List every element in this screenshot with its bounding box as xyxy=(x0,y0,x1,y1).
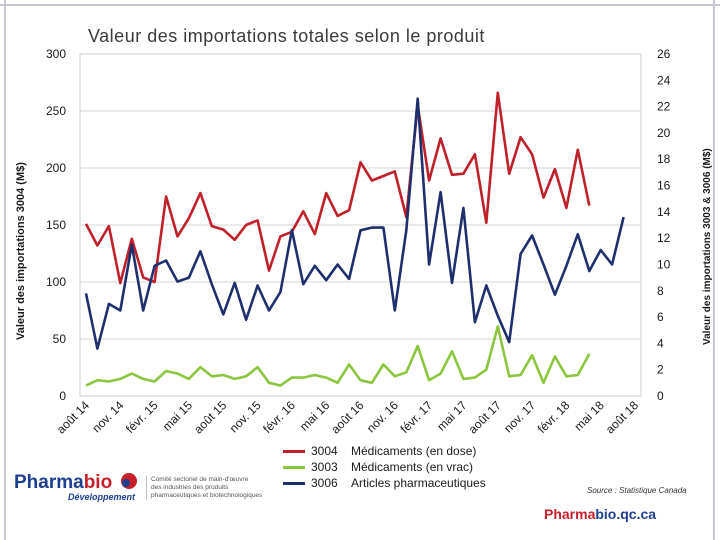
logo-name-part1: Pharma xyxy=(14,472,84,493)
legend-item-3004: 3004 Médicaments (en dose) xyxy=(283,444,486,458)
right-tick-label: 4 xyxy=(657,336,664,350)
right-tick-label: 10 xyxy=(657,257,671,271)
frame-right-line xyxy=(713,0,715,540)
left-tick-label: 300 xyxy=(46,47,66,61)
legend-label: Médicaments (en dose) xyxy=(351,444,477,458)
x-tick-label: mai 16 xyxy=(297,398,333,434)
website-part1: Pharma xyxy=(544,506,596,522)
legend-label: Articles pharmaceutiques xyxy=(351,476,486,490)
legend-swatch xyxy=(283,449,305,453)
legend-label: Médicaments (en vrac) xyxy=(351,460,474,474)
source-note: Source : Statistique Canada xyxy=(587,486,687,495)
website-part2: bio.qc.ca xyxy=(595,506,657,522)
x-tick-label: nov. 14 xyxy=(89,398,126,435)
x-tick-label: nov. 16 xyxy=(364,398,401,435)
legend-swatch xyxy=(283,465,305,469)
frame-top-line xyxy=(0,4,720,6)
x-tick-label: août 14 xyxy=(54,398,92,436)
committee-text: Comité sectoriel de main-d'œuvre des ind… xyxy=(146,476,271,500)
pharmabio-logo: Pharmabio Développement xyxy=(14,471,139,502)
right-tick-label: 22 xyxy=(657,100,671,114)
right-tick-label: 24 xyxy=(657,73,671,87)
logo-subtitle: Développement xyxy=(68,492,136,502)
left-tick-label: 200 xyxy=(46,161,66,175)
committee-line: Comité sectoriel de main-d'œuvre xyxy=(151,476,249,483)
slide-title: Valeur des importations totales selon le… xyxy=(88,26,485,47)
logo-name-part2: bio xyxy=(83,472,113,493)
x-tick-label: août 16 xyxy=(328,398,366,436)
right-tick-label: 20 xyxy=(657,126,671,140)
left-tick-label: 250 xyxy=(46,104,66,118)
left-tick-label: 150 xyxy=(46,218,66,232)
x-tick-label: mai 18 xyxy=(571,398,607,434)
x-tick-label: févr. 18 xyxy=(535,398,573,436)
x-tick-label: févr. 17 xyxy=(398,398,436,436)
frame-left-line xyxy=(4,0,6,540)
x-tick-label: mai 17 xyxy=(434,398,470,434)
right-tick-label: 0 xyxy=(657,389,664,403)
right-tick-label: 14 xyxy=(657,205,671,219)
legend-swatch xyxy=(283,481,305,485)
legend-item-3003: 3003 Médicaments (en vrac) xyxy=(283,460,486,474)
left-tick-label: 0 xyxy=(59,389,66,403)
right-tick-label: 8 xyxy=(657,284,664,298)
legend-item-3006: 3006 Articles pharmaceutiques xyxy=(283,476,486,490)
x-tick-label: févr. 16 xyxy=(260,398,298,436)
legend-code: 3006 xyxy=(311,476,338,490)
x-tick-label: août 17 xyxy=(466,398,504,436)
right-tick-label: 18 xyxy=(657,152,671,166)
website-link[interactable]: Pharmabio.qc.ca xyxy=(544,506,656,522)
right-tick-label: 16 xyxy=(657,179,671,193)
slide-title-text: Valeur des importations totales selon le… xyxy=(88,26,485,46)
chart-legend: 3004 Médicaments (en dose) 3003 Médicaments… xyxy=(283,444,486,492)
right-tick-label: 2 xyxy=(657,363,664,377)
logo-mark-icon xyxy=(121,473,138,489)
right-tick-label: 12 xyxy=(657,231,671,245)
right-tick-label: 26 xyxy=(657,47,671,61)
series-line-3003 xyxy=(85,324,591,387)
x-tick-label: août 18 xyxy=(603,398,641,436)
series-line-3004 xyxy=(84,91,591,285)
x-tick-label: nov. 15 xyxy=(227,398,264,435)
legend-code: 3004 xyxy=(311,444,338,458)
x-tick-label: août 15 xyxy=(191,398,229,436)
x-tick-label: mai 15 xyxy=(160,398,196,434)
legend-code: 3003 xyxy=(311,460,338,474)
committee-line: des industries des produits xyxy=(151,484,229,491)
committee-line: pharmaceutiques et biotechnologiques xyxy=(151,492,263,499)
left-tick-label: 50 xyxy=(53,332,67,346)
series-line-3006 xyxy=(84,97,625,350)
right-tick-label: 6 xyxy=(657,310,664,324)
x-tick-label: févr. 15 xyxy=(123,398,161,436)
left-tick-label: 100 xyxy=(46,275,66,289)
x-tick-label: nov. 17 xyxy=(501,398,538,435)
